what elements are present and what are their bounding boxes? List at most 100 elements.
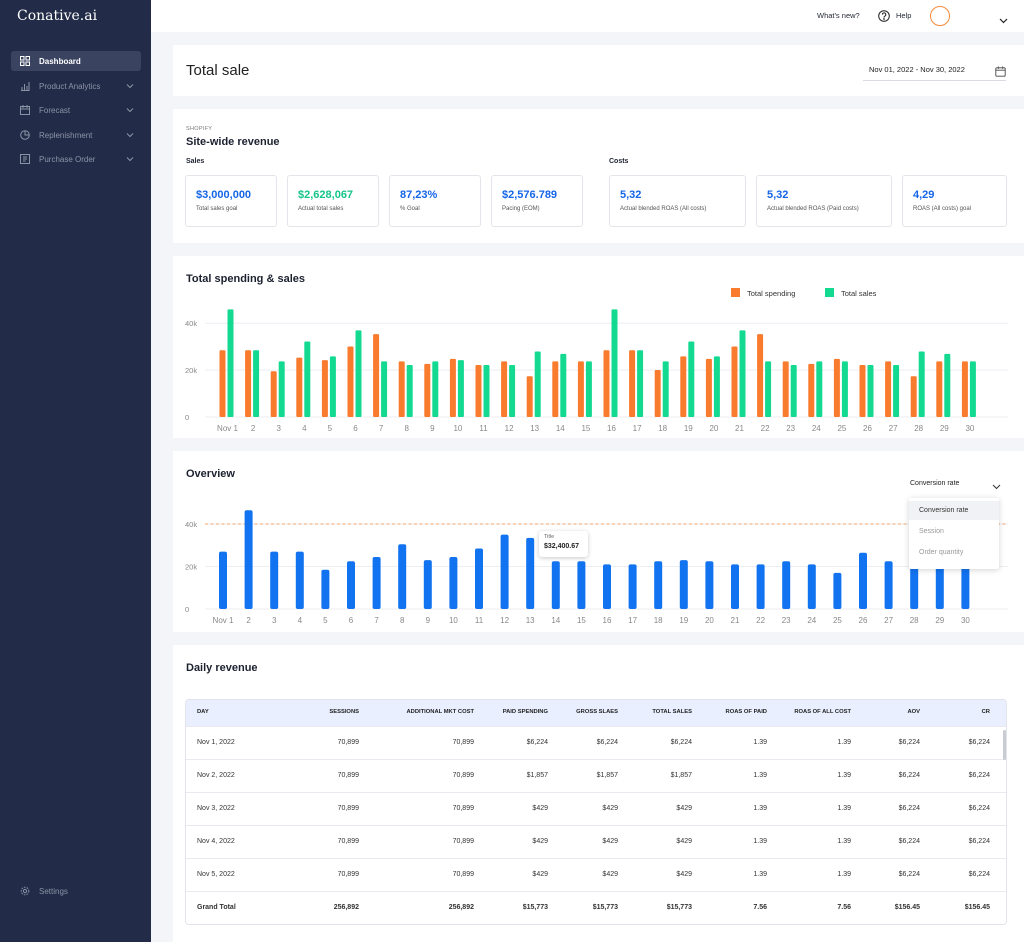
x-tick-label: 30 <box>965 424 974 433</box>
x-tick-label: 11 <box>479 424 488 433</box>
bar <box>585 361 592 417</box>
metric-dropdown-menu: Conversion rate Session Order quantity <box>909 498 999 569</box>
column-header[interactable]: PAID SPENDING <box>502 709 548 715</box>
date-range-picker[interactable]: Nov 01, 2022 - Nov 30, 2022 <box>869 65 965 74</box>
bar <box>355 330 362 417</box>
sales-label: Sales <box>186 158 205 165</box>
x-tick-label: 13 <box>530 424 539 433</box>
metric-select[interactable]: Conversion rate <box>910 480 1001 494</box>
column-header[interactable]: GROSS SLAES <box>576 709 618 715</box>
kpi-card: $3,000,000 Total sales goal <box>185 175 277 227</box>
dropdown-option-session[interactable]: Session <box>919 528 944 535</box>
bar <box>245 350 252 417</box>
calendar-icon[interactable] <box>995 64 1006 77</box>
whats-new-link[interactable]: What's new? <box>817 11 860 20</box>
bar <box>321 569 330 609</box>
bar <box>756 564 765 609</box>
dropdown-option-order-quantity[interactable]: Order quantity <box>919 549 964 556</box>
kpi-label: Total sales goal <box>196 206 238 212</box>
bar <box>500 534 509 609</box>
sidebar-item-replenishment[interactable]: Replenishment <box>11 125 141 145</box>
x-tick-label: 19 <box>684 424 693 433</box>
scrollbar-thumb[interactable] <box>1003 730 1006 760</box>
x-tick-label: 28 <box>914 424 923 433</box>
x-tick-label: 28 <box>910 616 919 625</box>
column-header[interactable]: AOV <box>907 709 920 715</box>
overview-title: Overview <box>186 468 235 480</box>
column-header[interactable]: TOTAL SALES <box>652 709 692 715</box>
x-tick-label: 10 <box>449 616 458 625</box>
topbar: What's new? Help <box>151 0 1024 32</box>
sidebar-item-product-analytics[interactable]: Product Analytics <box>11 76 141 96</box>
x-tick-label: 11 <box>475 616 484 625</box>
column-header[interactable]: SESSIONS <box>329 709 359 715</box>
sidebar-item-dashboard[interactable]: Dashboard <box>11 51 141 71</box>
dropdown-option-conversion-rate[interactable]: Conversion rate <box>909 501 999 520</box>
column-header[interactable]: DAY <box>197 709 209 715</box>
x-tick-label: 24 <box>807 616 816 625</box>
table-cell: 1.39 <box>753 871 767 878</box>
table-cell: $15,773 <box>592 904 618 911</box>
kpi-value: $2,628,067 <box>298 189 354 201</box>
table-cell: Nov 4, 2022 <box>197 838 235 845</box>
x-tick-label: 17 <box>633 424 642 433</box>
table-cell: 7.56 <box>753 904 767 911</box>
table-cell: 1.39 <box>753 739 767 746</box>
bar <box>475 365 482 417</box>
bar <box>936 361 943 417</box>
column-header[interactable]: CR <box>981 709 990 715</box>
column-header[interactable]: ROAS OF PAID <box>725 709 767 715</box>
x-tick-label: 12 <box>500 616 509 625</box>
chevron-down-icon[interactable] <box>999 12 1008 24</box>
sidebar-item-settings[interactable]: Settings <box>11 881 141 901</box>
x-tick-label: 14 <box>551 616 560 625</box>
app-logo[interactable]: Conative.ai <box>17 8 98 24</box>
x-tick-label: 26 <box>863 424 872 433</box>
bar <box>918 351 925 417</box>
overview-card: Overview 0 20k 40k Nov 1 2 3 4 5 6 7 8 9 10 11 12 13 14 1… <box>173 451 1024 632</box>
table-cell: $15,773 <box>522 904 548 911</box>
x-tick-label: 26 <box>859 616 868 625</box>
x-tick-label: 24 <box>812 424 821 433</box>
x-tick-label: 23 <box>782 616 791 625</box>
kpi-value: $2,576.789 <box>502 189 558 201</box>
sidebar-item-purchase-order[interactable]: Purchase Order <box>11 149 141 169</box>
bar <box>219 551 227 609</box>
table-cell: $429 <box>676 871 692 878</box>
bar <box>680 356 687 417</box>
bar <box>329 356 336 417</box>
table-cell: $6,224 <box>898 739 920 746</box>
table-cell: $6,224 <box>526 739 548 746</box>
x-tick-label: 16 <box>607 424 616 433</box>
bar <box>552 361 559 417</box>
bar <box>278 361 285 417</box>
avatar[interactable] <box>930 6 950 26</box>
kpi-card: $2,576.789 Pacing (EOM) <box>491 175 583 227</box>
bar <box>347 561 355 609</box>
table-cell: $156.45 <box>964 904 990 911</box>
bar <box>782 361 789 417</box>
column-header[interactable]: ADDITIONAL MKT COST <box>406 709 474 715</box>
chevron-down-icon <box>126 82 134 90</box>
x-tick-label: 4 <box>302 424 307 433</box>
table-cell: 70,899 <box>452 838 474 845</box>
bar <box>483 365 490 417</box>
pie-chart-icon <box>20 130 30 140</box>
sidebar-item-forecast[interactable]: Forecast <box>11 100 141 120</box>
x-tick-label: 9 <box>426 616 431 625</box>
bar <box>757 334 764 417</box>
kpi-value: 5,32 <box>620 189 642 201</box>
column-header[interactable]: ROAS OF ALL COST <box>794 709 851 715</box>
x-tick-label: 3 <box>272 616 277 625</box>
x-tick-label: 17 <box>628 616 637 625</box>
table-cell: 1.39 <box>837 838 851 845</box>
help-icon[interactable] <box>878 9 890 22</box>
help-link[interactable]: Help <box>896 11 912 20</box>
table-body: Nov 1, 2022 70,899 70,899 $6,224 $6,224 $6,22… <box>186 726 1006 924</box>
table-cell: $6,224 <box>898 838 920 845</box>
legend-swatch-sales <box>825 288 834 297</box>
bar <box>662 361 669 417</box>
bar <box>457 360 464 417</box>
bar <box>961 361 968 417</box>
